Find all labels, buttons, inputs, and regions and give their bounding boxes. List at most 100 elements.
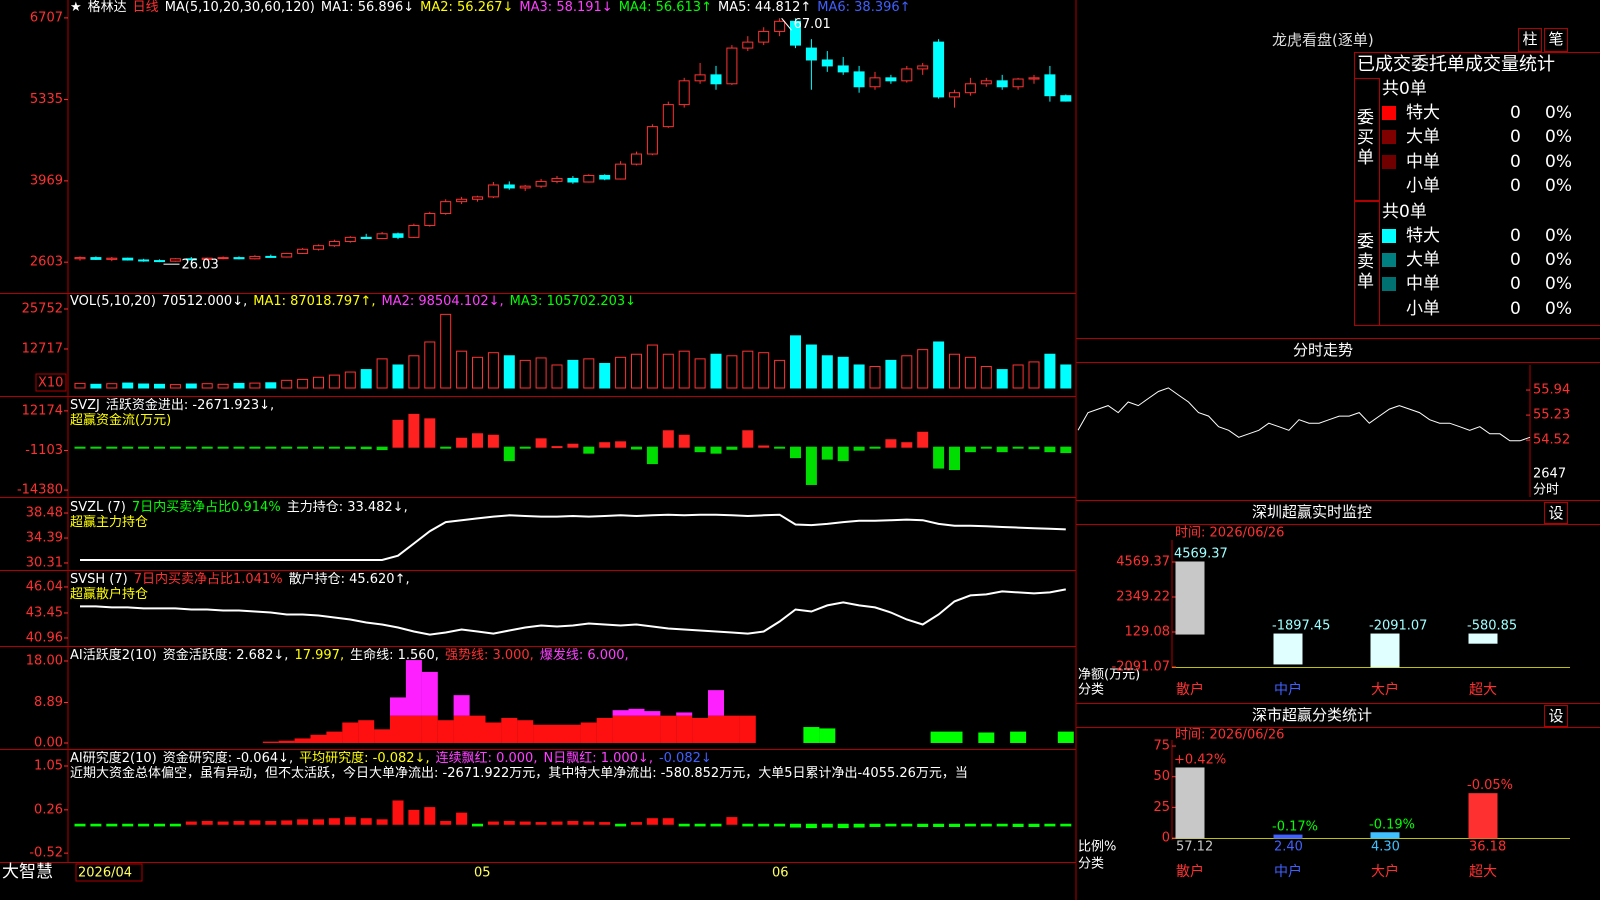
bar	[106, 823, 118, 827]
bar-segment	[930, 731, 947, 743]
y-tick-label: 18.00	[26, 653, 63, 668]
x-axis-label: 分类	[1078, 857, 1104, 872]
candle-body	[964, 83, 976, 94]
header-item: 主力持仓: 33.482↓,	[286, 500, 408, 515]
bar	[74, 823, 86, 827]
header-item: 超赢资金流(万元)	[70, 413, 172, 428]
header-item: 7日内买卖净占比0.914%	[131, 500, 281, 515]
low-label: 26.03	[182, 258, 219, 273]
bar-segment	[978, 732, 995, 743]
row-label: 小单	[1406, 176, 1440, 196]
table-title: 已成交委托单成交量统计	[1357, 54, 1555, 75]
button[interactable]: 设	[1544, 705, 1568, 727]
bar	[440, 820, 452, 825]
candle-body	[169, 258, 181, 262]
bar-segment	[628, 708, 645, 716]
bar	[869, 823, 881, 827]
bar	[1060, 364, 1072, 389]
header-item: MA(5,10,20,30,60,120)	[164, 0, 315, 15]
bar	[1044, 353, 1056, 389]
button[interactable]: 设	[1544, 502, 1568, 524]
bar	[917, 823, 929, 827]
header-item: 平均研究度: -0.082↓,	[299, 751, 430, 766]
value-label: 57.12	[1176, 840, 1213, 855]
row-label: 大单	[1406, 250, 1440, 270]
bar	[265, 382, 277, 389]
y-tick-label: 5335	[30, 92, 63, 107]
category-label: 超大	[1469, 682, 1497, 698]
bar	[901, 442, 913, 448]
bar	[901, 355, 913, 389]
bar	[201, 446, 213, 449]
header-item: ★	[70, 0, 82, 15]
button[interactable]: 柱	[1518, 28, 1542, 52]
bar	[535, 822, 547, 825]
candle-body	[503, 184, 515, 189]
bar	[185, 383, 197, 389]
candle-body	[535, 180, 547, 187]
candle-body	[694, 74, 706, 82]
header-item: 超赢散户持仓	[70, 587, 149, 602]
row-pct: 0%	[1545, 103, 1572, 123]
bar	[742, 430, 754, 448]
bar	[996, 446, 1008, 453]
bar	[138, 823, 150, 827]
bar-segment	[437, 720, 454, 743]
bar	[201, 383, 213, 389]
candle-body	[249, 255, 261, 260]
category-label: 大户	[1371, 863, 1399, 880]
bar	[154, 383, 165, 389]
bar	[662, 818, 674, 825]
bar-segment	[612, 715, 629, 743]
bar	[551, 446, 563, 449]
header-item: 格林达	[87, 0, 127, 15]
y-tick-label: 0	[1162, 831, 1170, 846]
unit-label: X10	[38, 376, 63, 391]
bar	[583, 358, 595, 389]
candle-body	[424, 213, 436, 226]
button[interactable]: 笔	[1544, 28, 1568, 52]
header-item: SVZL (7)	[70, 500, 126, 515]
panel-header: VOL(5,10,20) 70512.000↓, MA1: 87018.797↑, M…	[70, 294, 1074, 309]
bar	[233, 446, 245, 449]
category-label: 中户	[1274, 681, 1302, 698]
bar	[408, 809, 420, 825]
y-tick-label: 12174	[22, 403, 63, 418]
bar	[313, 819, 324, 825]
bar	[949, 823, 960, 827]
bar	[360, 446, 372, 450]
change-label: -0.19%	[1369, 817, 1415, 832]
bar	[646, 344, 658, 389]
bar	[869, 446, 881, 449]
bar-segment	[421, 671, 438, 716]
bar	[980, 823, 992, 827]
bar	[949, 446, 960, 471]
bar	[233, 382, 245, 389]
bar	[1370, 832, 1400, 839]
date-label: 2026/04	[78, 866, 132, 881]
candle-body	[233, 257, 245, 260]
bar	[901, 823, 913, 827]
candle-body	[360, 236, 372, 240]
bar	[424, 807, 436, 825]
y-tick-label: 55.23	[1533, 408, 1570, 423]
bar	[885, 439, 897, 448]
y-tick-label: 46.04	[26, 579, 63, 594]
header-item: VOL(5,10,20)	[70, 294, 156, 309]
unit-label: 分时	[1533, 483, 1559, 498]
x-axis-label: 分类	[1078, 683, 1104, 698]
bar	[694, 446, 706, 453]
candle-body	[74, 257, 86, 260]
bar	[74, 382, 86, 389]
category-label: 散户	[1176, 863, 1204, 880]
bar	[392, 419, 404, 448]
bar	[726, 446, 738, 450]
change-label: -0.05%	[1467, 778, 1513, 793]
candle-body	[201, 257, 213, 260]
y-tick-label: 34.39	[26, 531, 63, 546]
panel-header: 超赢资金流(万元)	[70, 413, 1074, 428]
candle-body	[456, 198, 468, 203]
candle-body	[122, 257, 134, 261]
row-pct: 0%	[1545, 152, 1572, 172]
bar	[519, 359, 531, 389]
